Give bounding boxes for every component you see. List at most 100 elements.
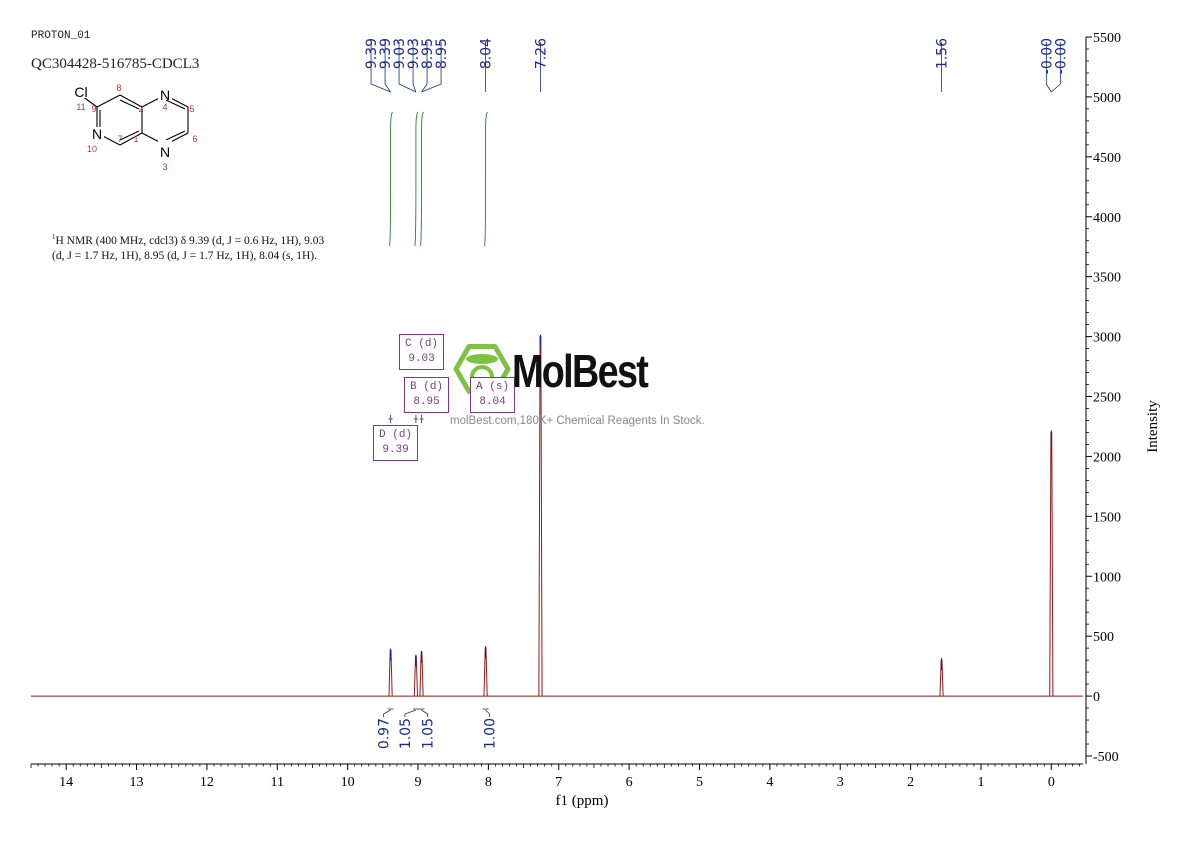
y-tick-label: 4500	[1093, 151, 1121, 166]
peak-label: 8.04	[479, 38, 495, 69]
atom-number: 8	[116, 83, 121, 93]
y-tick-label: 500	[1093, 630, 1114, 645]
integrals: 0.97 1.05 1.05 1.00	[377, 415, 499, 749]
peak-label-connector	[412, 42, 417, 93]
x-tick-label: 3	[837, 775, 844, 790]
experiment-name: PROTON_01	[31, 30, 91, 42]
y-axis-label: Intensity	[1145, 400, 1161, 453]
peak-label: 8.95	[434, 38, 450, 69]
x-tick-label: 5	[696, 775, 703, 790]
y-tick-label: 2500	[1093, 391, 1121, 406]
y-tick-label: 5000	[1093, 91, 1121, 106]
atom-n3: N	[160, 144, 170, 160]
integral-connector	[404, 709, 417, 717]
integral-connector	[485, 709, 490, 717]
multiplet-box-b: B (d) 8.95	[404, 377, 450, 413]
atom-mask	[158, 140, 172, 153]
atom-number: 3	[162, 162, 167, 172]
y-tick-label: 4000	[1093, 211, 1121, 226]
atom-mask	[90, 127, 104, 140]
description-line-1: H NMR (400 MHz, cdcl3) δ 9.39 (d, J = 0.…	[55, 234, 325, 247]
spectrum-trace	[31, 334, 1083, 697]
integral-curve	[414, 111, 419, 247]
atom-number: 5	[189, 104, 194, 114]
multiplet-box-c: C (d) 9.03	[399, 334, 445, 370]
spectrum-peak	[1049, 431, 1054, 697]
bond-double	[165, 130, 186, 141]
y-tick-label: 1000	[1093, 570, 1121, 585]
peak-label: 8.95	[420, 38, 436, 69]
y-tick-label: 2000	[1093, 450, 1121, 465]
isotope-superscript: 1	[52, 233, 56, 241]
y-tick-label: 0	[1093, 690, 1100, 705]
peak-label-connector	[384, 42, 391, 93]
y-tick-label: 1500	[1093, 510, 1121, 525]
atom-n4: N	[160, 87, 170, 103]
integral-curve	[484, 111, 488, 247]
y-tick-label: -500	[1093, 750, 1119, 765]
chemical-structure: Cl N N N 11 9 8 2 4 5 10 7 1 6 3	[73, 83, 198, 172]
x-tick-label: 11	[271, 775, 284, 790]
atom-number: 7	[117, 134, 122, 144]
y-tick-label: 3500	[1093, 271, 1121, 286]
multiplet-letter: A	[476, 381, 483, 393]
atom-number: 4	[162, 102, 167, 112]
x-tick-label: 12	[200, 775, 214, 790]
multiplet-shift: 9.39	[382, 444, 409, 456]
peak-label: -0.00	[1053, 38, 1069, 74]
bond-double	[165, 99, 186, 110]
x-tick-label: 4	[766, 775, 773, 790]
multiplet-letter: D	[379, 429, 386, 441]
peak-label: 9.39	[364, 38, 380, 69]
atom-number: 9	[91, 104, 96, 114]
multiplet-kind: (d)	[423, 381, 444, 393]
multiplet-kind: (d)	[392, 429, 413, 441]
bond	[119, 94, 143, 108]
peak-label: 1.56	[935, 38, 951, 69]
peak-label-connector	[398, 42, 417, 93]
integral-value: 1.00	[483, 718, 499, 749]
logo-bar	[466, 354, 498, 364]
peak-label-connector	[421, 42, 428, 93]
multiplet-kind: (d)	[418, 338, 439, 350]
y-tick-label: 3000	[1093, 331, 1121, 346]
multiplet-shift: 9.03	[408, 353, 435, 365]
atom-number: 2	[138, 104, 143, 114]
multiplet-letter: B	[410, 381, 417, 393]
atom-number: 10	[87, 144, 97, 154]
x-tick-label: 14	[59, 775, 73, 790]
peak-label: -0.00	[1039, 38, 1055, 74]
axes: 14 13 12 11 10 9 8 7 6 5 4 3 2 1 0f1 (ppm)-50005001000…	[30, 31, 1161, 809]
x-tick-label: 9	[415, 775, 422, 790]
peak-label-connector	[1051, 42, 1061, 93]
x-tick-label: 2	[907, 775, 914, 790]
multiplet-shift: 8.04	[479, 396, 506, 408]
bond	[96, 94, 121, 108]
integral-value: 1.05	[421, 718, 437, 749]
x-tick-label: 13	[130, 775, 144, 790]
integral-curve	[389, 111, 393, 247]
x-tick-label: 8	[485, 775, 492, 790]
integral-curve	[420, 111, 424, 247]
bond-double	[119, 130, 140, 141]
integral-connector	[421, 709, 428, 717]
integral-value: 0.97	[377, 718, 393, 749]
atom-mask	[73, 86, 87, 98]
peak-label: 7.26	[533, 38, 549, 69]
peak-label-connector	[1045, 42, 1052, 93]
x-tick-label: 10	[341, 775, 355, 790]
multiplet-letter: C	[405, 338, 412, 350]
peak-label: 9.03	[406, 38, 422, 69]
sample-name: QC304428-516785-CDCL3	[31, 56, 200, 72]
atom-number: 6	[192, 134, 197, 144]
bond-double	[119, 99, 140, 110]
y-tick-label: 5500	[1093, 31, 1121, 46]
integral-connector	[383, 709, 391, 717]
atom-mask	[158, 87, 172, 100]
atom-number: 11	[76, 102, 85, 112]
watermark-brand: MolBest	[512, 345, 649, 397]
peak-label: 9.03	[392, 38, 408, 69]
peak-labels: 9.399.399.039.038.958.95 8.04 7.26 1.56 -0.0…	[364, 38, 1069, 93]
x-tick-label: 6	[626, 775, 633, 790]
multiplet-kind: (s)	[489, 381, 510, 393]
